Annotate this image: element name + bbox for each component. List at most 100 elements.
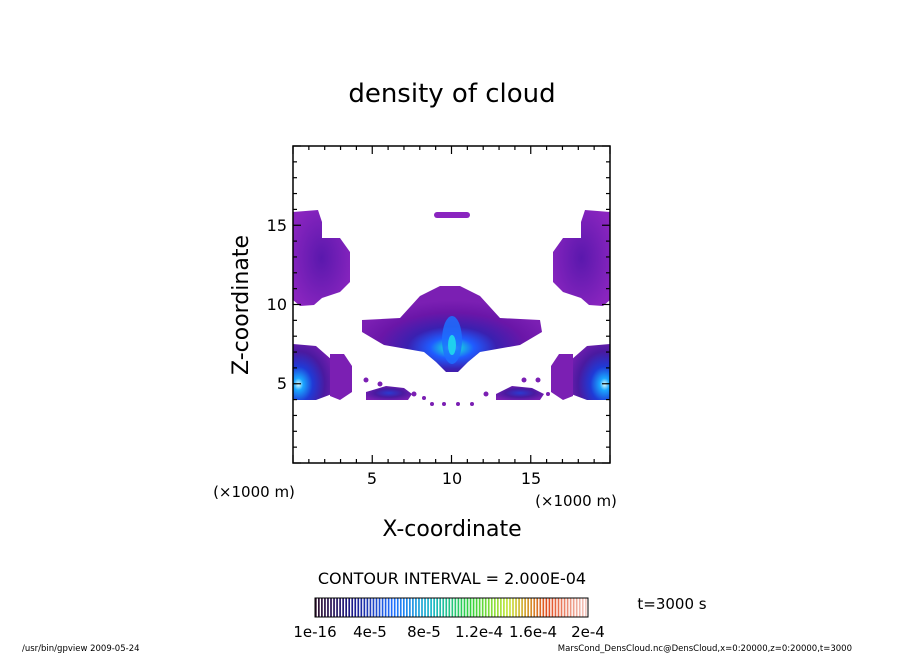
region-low-band-right	[496, 386, 544, 400]
colorbar-stripe	[512, 598, 514, 617]
colorbar-stripe	[490, 598, 493, 617]
colorbar-stripe	[581, 598, 584, 617]
colorbar-stripe	[412, 598, 414, 617]
colorbar-stripe	[336, 598, 338, 617]
colorbar-stripe	[330, 598, 332, 617]
colorbar-stripe	[536, 598, 539, 617]
colorbar-stripe	[484, 598, 487, 617]
ticks	[292, 145, 611, 464]
colorbar-stripe	[406, 598, 408, 617]
colorbar-stripe	[318, 598, 320, 617]
colorbar-stripe	[554, 598, 557, 617]
colorbar-stripe	[409, 598, 411, 617]
colorbar-stripe	[442, 598, 445, 617]
time-label: t=3000 s	[637, 595, 706, 613]
colorbar-stripe	[497, 598, 499, 617]
colorbar-stripe	[345, 598, 348, 617]
colorbar-stripe	[493, 598, 496, 617]
footer-right: MarsCond_DensCloud.nc@DensCloud,x=0:2000…	[558, 644, 852, 654]
colorbar-stripe	[427, 598, 429, 617]
colorbar-label-2: 4e-5	[353, 623, 387, 641]
colorbar-stripe	[399, 598, 402, 617]
colorbar-stripe	[357, 598, 360, 617]
colorbar-stripe	[366, 598, 369, 617]
colorbar-stripe	[381, 598, 384, 617]
footer-left: /usr/bin/gpview 2009-05-24	[22, 644, 140, 654]
colorbar-stripe	[578, 598, 581, 617]
colorbar-stripe	[430, 598, 432, 617]
colorbar-stripe	[475, 598, 478, 617]
colorbar-stripe	[584, 598, 587, 617]
colorbar-stripe	[421, 598, 423, 617]
colorbar-stripe	[575, 598, 578, 617]
colorbar-stripe	[557, 598, 560, 617]
colorbar-stripe	[445, 598, 448, 617]
z-unit-label: (×1000 m)	[213, 483, 295, 501]
region-upper-left-cloud	[293, 210, 350, 306]
colorbar-stripe	[481, 598, 484, 617]
central-core-peak	[448, 335, 456, 355]
colorbar-stripe	[509, 598, 511, 617]
colorbar-stripe	[542, 598, 545, 617]
region-low-band-left	[366, 386, 412, 400]
colorbar-stripe	[369, 598, 372, 617]
colorbar-stripe	[321, 598, 323, 617]
x-axis-label: X-coordinate	[382, 517, 521, 542]
colorbar-stripe	[515, 598, 517, 617]
contour-fill	[293, 210, 610, 406]
colorbar-stripe	[463, 598, 466, 617]
colorbar-stripe	[390, 598, 393, 617]
region-left-small-blob	[330, 354, 352, 400]
colorbar-stripe	[487, 598, 490, 617]
colorbar-stripe	[560, 598, 563, 617]
colorbar-stripe	[469, 598, 472, 617]
x-tick-label-15: 15	[521, 469, 541, 488]
scattered-dots	[363, 377, 550, 406]
colorbar-stripe	[506, 598, 508, 617]
colorbar-stripe	[548, 598, 551, 617]
colorbar-stripe	[551, 598, 554, 617]
colorbar-stripe	[315, 598, 317, 617]
colorbar-stripe	[433, 598, 435, 617]
colorbar-stripe	[387, 598, 390, 617]
colorbar-stripe	[424, 598, 426, 617]
colorbar-stripe	[500, 598, 502, 617]
colorbar-stripe	[372, 598, 375, 617]
colorbar-stripe	[569, 598, 572, 617]
colorbar-stripe	[378, 598, 381, 617]
colorbar-stripe	[451, 598, 454, 617]
region-lower-left-cloud	[293, 344, 338, 400]
colorbar-label-3: 8e-5	[407, 623, 441, 641]
chart-title: density of cloud	[348, 79, 555, 109]
colorbar-stripe	[524, 598, 526, 617]
z-axis-label: Z-coordinate	[229, 235, 254, 375]
colorbar-stripe	[530, 598, 533, 617]
colorbar-stripe	[460, 598, 463, 617]
colorbar-label-6: 2e-4	[571, 623, 605, 641]
colorbar-stripe	[418, 598, 420, 617]
colorbar-stripe	[439, 598, 442, 617]
colorbar-stripe	[351, 598, 354, 617]
region-upper-right-cloud	[553, 210, 610, 306]
colorbar-frame	[314, 597, 589, 618]
colorbar-stripe	[527, 598, 530, 617]
colorbar-stripe	[324, 598, 326, 617]
x-tick-label-10: 10	[442, 469, 462, 488]
colorbar-stripe	[327, 598, 329, 617]
colorbar-stripe	[360, 598, 363, 617]
z-tick-label-15: 15	[267, 216, 287, 235]
colorbar-stripe	[396, 598, 399, 617]
colorbar-stripe	[402, 598, 405, 617]
colorbar-stripe	[566, 598, 569, 617]
colorbar-stripe	[375, 598, 378, 617]
colorbar-label-4: 1.2e-4	[455, 623, 503, 641]
colorbar-stripe	[348, 598, 351, 617]
colorbar-stripe	[448, 598, 451, 617]
colorbar-stripe	[393, 598, 396, 617]
colorbar-stripe	[454, 598, 457, 617]
colorbar-stripe	[457, 598, 460, 617]
colorbar-stripe	[521, 598, 523, 617]
colorbar-stripe	[339, 598, 341, 617]
colorbar-label-5: 1.6e-4	[509, 623, 557, 641]
